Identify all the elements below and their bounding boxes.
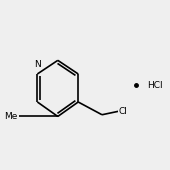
Text: HCl: HCl xyxy=(147,81,163,89)
Text: Me: Me xyxy=(4,112,18,121)
Text: N: N xyxy=(34,60,41,69)
Text: Cl: Cl xyxy=(119,107,128,116)
